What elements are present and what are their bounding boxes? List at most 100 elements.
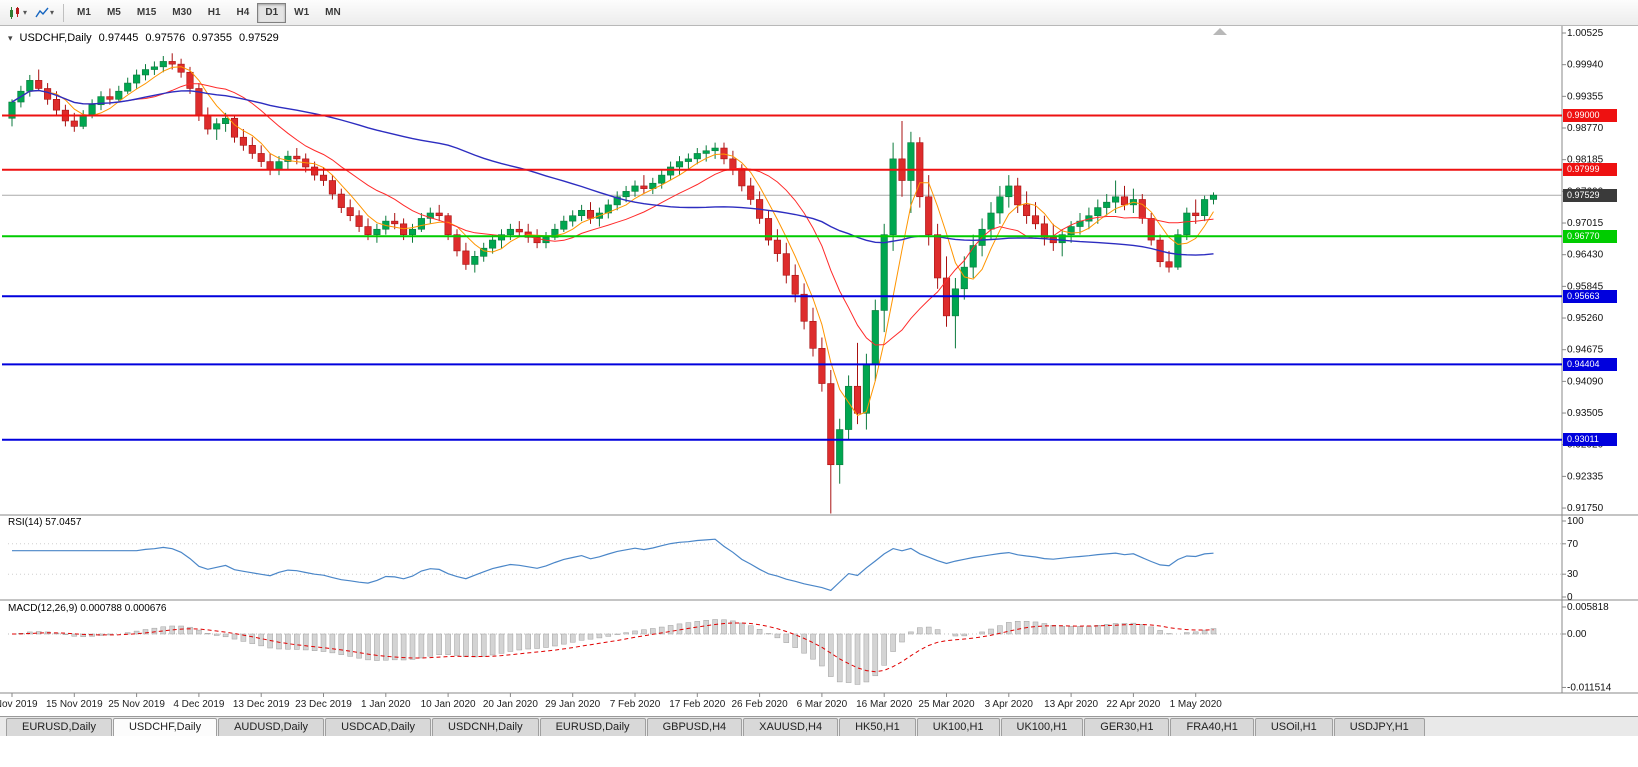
candle-body [1165,261,1173,268]
chart-type-dropdown-button[interactable]: ▾ [4,3,31,23]
timeframe-h1-button[interactable]: H1 [200,3,229,23]
chart-tab-usdcnh-daily[interactable]: USDCNH,Daily [432,718,539,736]
candle-body [311,166,319,176]
one-click-trading-toggle-icon[interactable]: ▾ [8,32,13,43]
candle-body [613,196,621,206]
indicator-dropdown-button[interactable]: ▾ [31,3,58,23]
candle-body [141,69,150,76]
macd-histogram-bar [1014,620,1021,635]
macd-histogram-bar [854,633,861,685]
rsi-panel-layer: 100 70 30 0 [8,516,1584,603]
macd-histogram-bar [418,633,425,659]
timeframe-m5-button[interactable]: M5 [99,3,129,23]
macd-histogram-bar [756,629,763,635]
candle-body [560,220,568,230]
macd-histogram-bar [667,625,674,635]
macd-histogram-bar [747,625,754,635]
rsi-indicator-title: RSI(14) 57.0457 [8,517,82,528]
axes-layer: 1.005250.999400.993550.987700.981850.976… [0,26,1638,710]
date-axis-label: 20 Jan 2020 [483,699,538,710]
macd-histogram-bar [383,633,389,661]
chart-tab-eurusd-daily[interactable]: EURUSD,Daily [6,718,112,736]
chart-tab-xauusd-h4[interactable]: XAUUSD,H4 [743,718,839,736]
candle-body [871,310,879,365]
candle-body [79,115,87,127]
candle-body [720,147,728,160]
candle-body [880,234,888,311]
macd-histogram-bar [1077,626,1083,635]
macd-histogram-bar [578,633,585,641]
candle-body [773,239,781,254]
macd-histogram-bar [739,622,745,635]
date-axis-label: 25 Nov 2019 [108,699,165,710]
candle-body [462,250,470,265]
candle-body [764,218,773,241]
candle-body [426,212,434,219]
timeframe-mn-button[interactable]: MN [317,3,349,23]
candle-body [702,150,710,154]
candle-body [684,158,692,162]
chart-surface[interactable]: 1.005250.999400.993550.987700.981850.976… [0,26,1638,714]
chart-tab-uk100-h1[interactable]: UK100,H1 [1000,718,1084,736]
chart-tab-uk100-h1[interactable]: UK100,H1 [916,718,1000,736]
chart-tab-gbpusd-h4[interactable]: GBPUSD,H4 [646,718,743,736]
candle-body [738,169,746,187]
object-lines-layer[interactable] [2,114,1562,441]
chart-tab-audusd-daily[interactable]: AUDUSD,Daily [218,718,325,736]
chart-tab-eurusd-daily[interactable]: EURUSD,Daily [539,718,646,736]
timeframe-m1-button[interactable]: M1 [69,3,99,23]
caret-down-icon: ▾ [23,8,28,17]
candle-body [693,153,701,160]
timeframe-h4-button[interactable]: H4 [229,3,258,23]
macd-histogram-bar [1201,629,1208,635]
candle-body [1067,226,1075,235]
macd-histogram-bar [285,633,291,650]
price-axis-label: 0.99355 [1567,91,1604,102]
price-axis-label: 0.98185 [1567,155,1604,166]
timeframe-w1-button[interactable]: W1 [286,3,317,23]
chart-tab-usdjpy-h1[interactable]: USDJPY,H1 [1333,718,1425,736]
macd-histogram-bar [1210,628,1217,635]
macd-histogram-bar [658,626,665,635]
candle-body [453,234,461,252]
candle-body [248,145,256,154]
macd-histogram-bar [436,633,442,655]
chart-tab-usdcad-daily[interactable]: USDCAD,Daily [325,718,432,736]
chart-tab-ger30-h1[interactable]: GER30,H1 [1084,718,1170,736]
chart-shift-marker[interactable] [1213,28,1227,35]
price-axis-label: 0.91750 [1567,503,1604,514]
chart-tab-hk50-h1[interactable]: HK50,H1 [839,718,916,736]
macd-histogram-bar [1184,632,1190,635]
candle-body [1014,185,1022,206]
timeframe-m15-button[interactable]: M15 [129,3,164,23]
macd-histogram-bar [1006,622,1012,635]
bid-price-badge: 0.97529 [1563,188,1617,202]
candle-body [925,196,933,235]
candle-body [782,253,790,276]
chart-tab-usdchf-daily[interactable]: USDCHF,Daily [112,718,218,736]
macd-histogram-bar [1103,624,1110,635]
macd-histogram-bar [1139,624,1146,635]
timeframe-m30-button[interactable]: M30 [164,3,199,23]
date-axis-label: 23 Dec 2019 [295,699,352,710]
macd-histogram-bar [934,629,941,635]
date-axis-label: 15 Nov 2019 [46,699,103,710]
macd-histogram-bar [249,633,256,644]
macd-histogram-bar [365,633,371,661]
timeframe-d1-button[interactable]: D1 [257,2,287,23]
macd-histogram-bar [1086,625,1092,635]
candle-body [631,185,639,192]
level-price-badge: 0.96770 [1563,229,1617,243]
chart-tabs-bar: EURUSD,Daily USDCHF,Daily AUDUSD,Daily USDC… [0,716,1638,736]
candle-body [400,223,408,235]
chart-tab-usoil-h1[interactable]: USOil,H1 [1254,718,1333,736]
macd-histogram-bar [1068,626,1074,635]
macd-histogram-bar [160,626,167,635]
candle-body [480,247,488,257]
candle-body [711,147,719,152]
chart-tab-fra40-h1[interactable]: FRA40,H1 [1170,718,1254,736]
macd-histogram-bar [561,633,567,645]
date-axis-label: 6 Nov 2019 [0,699,38,710]
candle-body [1192,212,1200,217]
